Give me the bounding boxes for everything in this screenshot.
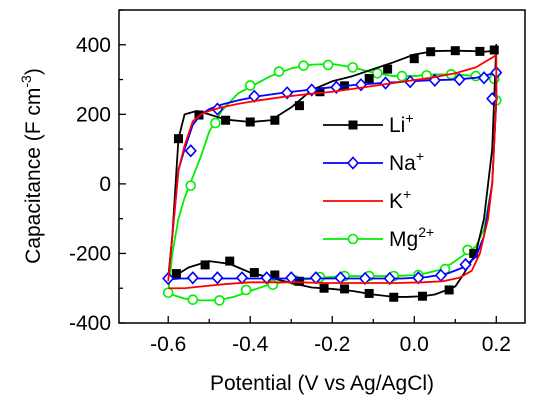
y-axis-title-close: ) (22, 68, 45, 75)
series-marker (453, 72, 466, 87)
legend-item-li: Li+ (323, 110, 414, 137)
series-marker (379, 76, 392, 90)
series-marker (187, 294, 199, 305)
legend-label: Li+ (389, 110, 414, 137)
legend-marker (346, 156, 360, 170)
x-tick-label: -0.4 (232, 333, 269, 356)
series-marker (249, 268, 259, 278)
series-li (167, 43, 499, 302)
series-marker (270, 115, 280, 125)
series-marker (444, 285, 454, 295)
series-marker (383, 64, 393, 74)
series-marker (298, 60, 309, 71)
y-axis-title: Capacitance (F cm-3) (18, 68, 45, 264)
y-tick-label: 0 (99, 173, 111, 196)
series-marker (364, 288, 374, 298)
legend-item-mg: Mg2+ (323, 224, 434, 251)
series-marker (426, 47, 436, 57)
legend-marker (347, 233, 359, 245)
series-marker (383, 271, 396, 286)
series-marker (225, 256, 235, 266)
series-marker (185, 180, 197, 191)
series-marker (489, 45, 499, 55)
series-marker (221, 115, 231, 125)
series-marker (186, 271, 199, 285)
legend-marker (348, 120, 358, 130)
series-marker (322, 59, 334, 71)
series-marker (459, 257, 472, 272)
series-marker (340, 284, 350, 294)
series-mg (162, 59, 502, 306)
y-tick-label: 200 (76, 103, 111, 126)
series-na (162, 65, 503, 286)
series-marker (372, 67, 383, 79)
x-tick-label: -0.2 (314, 333, 350, 356)
y-axis-title-main: Capacitance (F cm (22, 88, 45, 264)
series-marker (210, 117, 221, 129)
series-marker (417, 291, 427, 301)
series-line (167, 43, 498, 298)
legend-item-na: Na+ (323, 148, 424, 175)
series-line (167, 54, 498, 290)
legend-label: K+ (389, 186, 411, 213)
series-marker (245, 117, 255, 127)
y-tick-label: 400 (76, 34, 111, 57)
series-marker (260, 271, 273, 285)
series-marker (477, 71, 491, 85)
x-axis-title: Potential (V vs Ag/AgCl) (210, 372, 434, 395)
legend-label: Mg2+ (389, 224, 434, 251)
series-marker (235, 271, 249, 285)
legend-label: Na+ (389, 148, 424, 175)
series-marker (396, 70, 408, 82)
series-marker (450, 46, 460, 56)
series-k (167, 54, 498, 290)
series-marker (294, 276, 304, 286)
series-marker (244, 80, 256, 91)
series-marker (184, 144, 197, 158)
series-marker (347, 62, 359, 73)
series-marker (285, 271, 298, 285)
x-tick-label: 0.2 (482, 333, 511, 356)
series-marker (409, 54, 419, 64)
series-marker (173, 134, 183, 144)
series-marker (358, 271, 372, 286)
series-marker (364, 74, 374, 84)
series-marker (200, 260, 210, 270)
series-marker (211, 271, 224, 285)
series-marker (214, 295, 225, 306)
series-marker (240, 284, 252, 296)
plot-frame (118, 9, 526, 324)
series-marker (319, 283, 329, 293)
series-marker (294, 101, 304, 111)
series-marker (273, 66, 285, 77)
series-marker (171, 269, 181, 279)
x-tick-label: 0.0 (400, 333, 429, 356)
y-tick-label: -400 (69, 312, 111, 335)
series-marker (470, 70, 482, 82)
y-axis-title-sup: -3 (18, 75, 34, 88)
y-tick-label: -200 (69, 242, 111, 265)
legend-item-k: K+ (323, 186, 411, 213)
x-tick-label: -0.6 (150, 333, 186, 356)
series-marker (475, 46, 485, 56)
series-marker (162, 287, 174, 299)
series-marker (389, 292, 399, 302)
